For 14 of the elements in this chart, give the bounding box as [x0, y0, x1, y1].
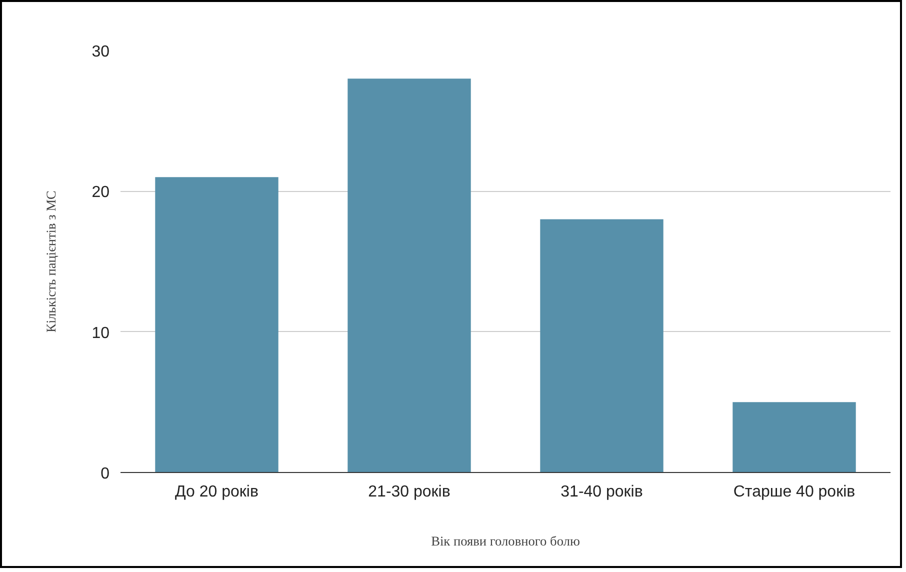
y-tick-label: 20	[92, 184, 110, 202]
x-tick-label: До 20 років	[175, 484, 258, 500]
y-tick-label: 30	[92, 44, 110, 60]
bar	[540, 219, 664, 472]
x-tick-label: Старше 40 років	[733, 484, 856, 500]
x-axis-title: Вік появи головного болю	[431, 534, 580, 548]
y-tick-label: 10	[92, 324, 110, 342]
x-tick-label: 31-40 років	[560, 484, 643, 500]
x-tick-label: 21-30 років	[368, 484, 450, 500]
y-axis-title: Кількість пацієнтів з МС	[44, 190, 59, 332]
bar	[155, 177, 278, 472]
bar	[732, 402, 856, 472]
bar	[348, 78, 471, 472]
y-tick-label: 0	[100, 466, 110, 482]
